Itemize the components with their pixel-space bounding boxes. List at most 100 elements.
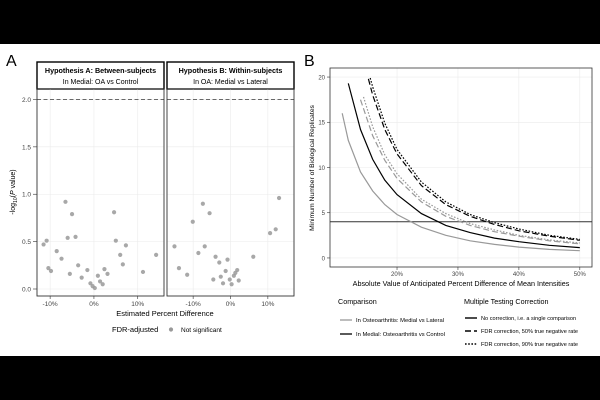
series-line	[341, 113, 580, 252]
x-tick-label: 0%	[89, 301, 99, 308]
x-tick-label: 10%	[261, 301, 274, 308]
y-tick-label: 15	[318, 121, 325, 127]
data-point	[140, 269, 146, 275]
legend-correction-label: FDR correction, 90% true negative rate	[481, 342, 578, 348]
data-point	[190, 219, 195, 224]
data-point	[102, 267, 107, 272]
data-point	[202, 244, 207, 249]
facet-border	[36, 88, 165, 297]
data-point	[95, 273, 100, 278]
panel-a: A 0.0 0.5 1.0 1.5 2.0 -log10(P value) Hypothesi…	[6, 53, 295, 334]
x-tick-label: 50%	[574, 272, 587, 278]
data-point	[111, 210, 117, 215]
data-point	[88, 281, 93, 286]
data-point	[200, 201, 205, 206]
data-point	[85, 267, 90, 273]
legend-comparison-label: In Medial: Osteoarthritis vs Control	[356, 332, 445, 338]
data-point	[59, 256, 64, 261]
data-point	[273, 227, 278, 232]
legend-key	[168, 327, 174, 332]
data-point	[235, 267, 240, 273]
y-tick-label: 0	[322, 256, 326, 262]
data-point	[213, 254, 218, 259]
data-point	[207, 211, 212, 216]
data-point	[196, 250, 201, 256]
series-line	[362, 96, 580, 244]
panel-a-label: A	[6, 53, 17, 70]
x-axis-title: Absolute Value of Anticipated Percent Di…	[353, 279, 570, 288]
series-line	[359, 99, 580, 245]
data-point	[41, 242, 46, 247]
y-tick-label: 10	[318, 166, 325, 172]
data-point	[120, 262, 125, 267]
facet-1: Hypothesis A: Between-subjects In Medial:…	[36, 61, 165, 308]
data-point	[154, 252, 159, 257]
data-point	[76, 263, 81, 268]
data-point	[223, 268, 228, 274]
y-tick-label: 1.5	[22, 144, 31, 151]
x-axis-title: Estimated Percent Difference	[116, 309, 213, 318]
data-point	[65, 235, 70, 240]
y-tick-label: 1.0	[22, 192, 31, 199]
data-point	[118, 252, 123, 257]
y-tick-label: 2.0	[22, 97, 31, 104]
data-point	[276, 195, 282, 201]
legend-comparison-label: In Osteoarthritis: Medial vs Lateral	[356, 318, 444, 324]
x-tick-label: -10%	[43, 301, 58, 308]
legend-title: FDR-adjusted	[112, 325, 158, 334]
facet-2: Hypothesis B: Within-subjects In OA: Medi…	[166, 61, 295, 308]
data-point	[92, 285, 97, 291]
panel-b-label: B	[304, 53, 315, 70]
facet-strip	[166, 61, 295, 90]
data-point	[67, 271, 72, 276]
y-tick-label: 20	[318, 75, 325, 81]
data-point	[185, 272, 190, 277]
facet-strip	[36, 61, 165, 90]
data-point	[267, 230, 273, 236]
series-line	[369, 77, 580, 240]
data-point	[44, 238, 49, 243]
x-tick-label: 20%	[391, 272, 404, 278]
data-point	[236, 278, 241, 283]
data-point	[97, 279, 103, 284]
data-point	[225, 257, 230, 262]
data-point	[79, 275, 84, 280]
data-point	[218, 274, 223, 279]
x-tick-label: 0%	[226, 301, 236, 308]
legend-correction-title: Multiple Testing Correction	[464, 297, 549, 306]
data-point	[220, 281, 226, 286]
data-point	[227, 277, 232, 282]
facet-title: Hypothesis A: Between-subjects	[45, 66, 156, 75]
legend-correction-label: No correction, i.e. a single comparison	[481, 316, 576, 322]
data-point	[113, 238, 118, 243]
y-axis-title: -log10(P value)	[10, 169, 19, 214]
figure-background	[0, 44, 600, 356]
y-tick-label: 5	[322, 211, 326, 217]
y-tick-label: 0.0	[22, 287, 31, 294]
data-point	[123, 243, 128, 248]
data-point	[176, 266, 182, 271]
legend-comparison-title: Comparison	[338, 297, 377, 306]
data-point	[46, 266, 51, 271]
data-point	[172, 244, 177, 249]
data-point	[229, 282, 234, 287]
facet-subtitle: In Medial: OA vs Control	[63, 79, 139, 86]
x-tick-label: 30%	[452, 272, 465, 278]
series-line	[367, 78, 580, 241]
legend-label: Not significant	[181, 327, 222, 334]
x-tick-label: 40%	[513, 272, 526, 278]
data-point	[63, 199, 68, 204]
data-point	[69, 212, 75, 217]
data-point	[100, 282, 105, 287]
series-line	[347, 83, 580, 249]
data-point	[217, 260, 222, 265]
data-point	[73, 234, 78, 239]
data-point	[54, 248, 59, 254]
data-point	[251, 254, 256, 259]
x-tick-label: 10%	[131, 301, 144, 308]
facet-subtitle: In OA: Medial vs Lateral	[193, 79, 268, 86]
legend-correction-label: FDR correction, 50% true negative rate	[481, 329, 578, 335]
data-point	[105, 271, 110, 276]
x-tick-label: -10%	[186, 301, 201, 308]
